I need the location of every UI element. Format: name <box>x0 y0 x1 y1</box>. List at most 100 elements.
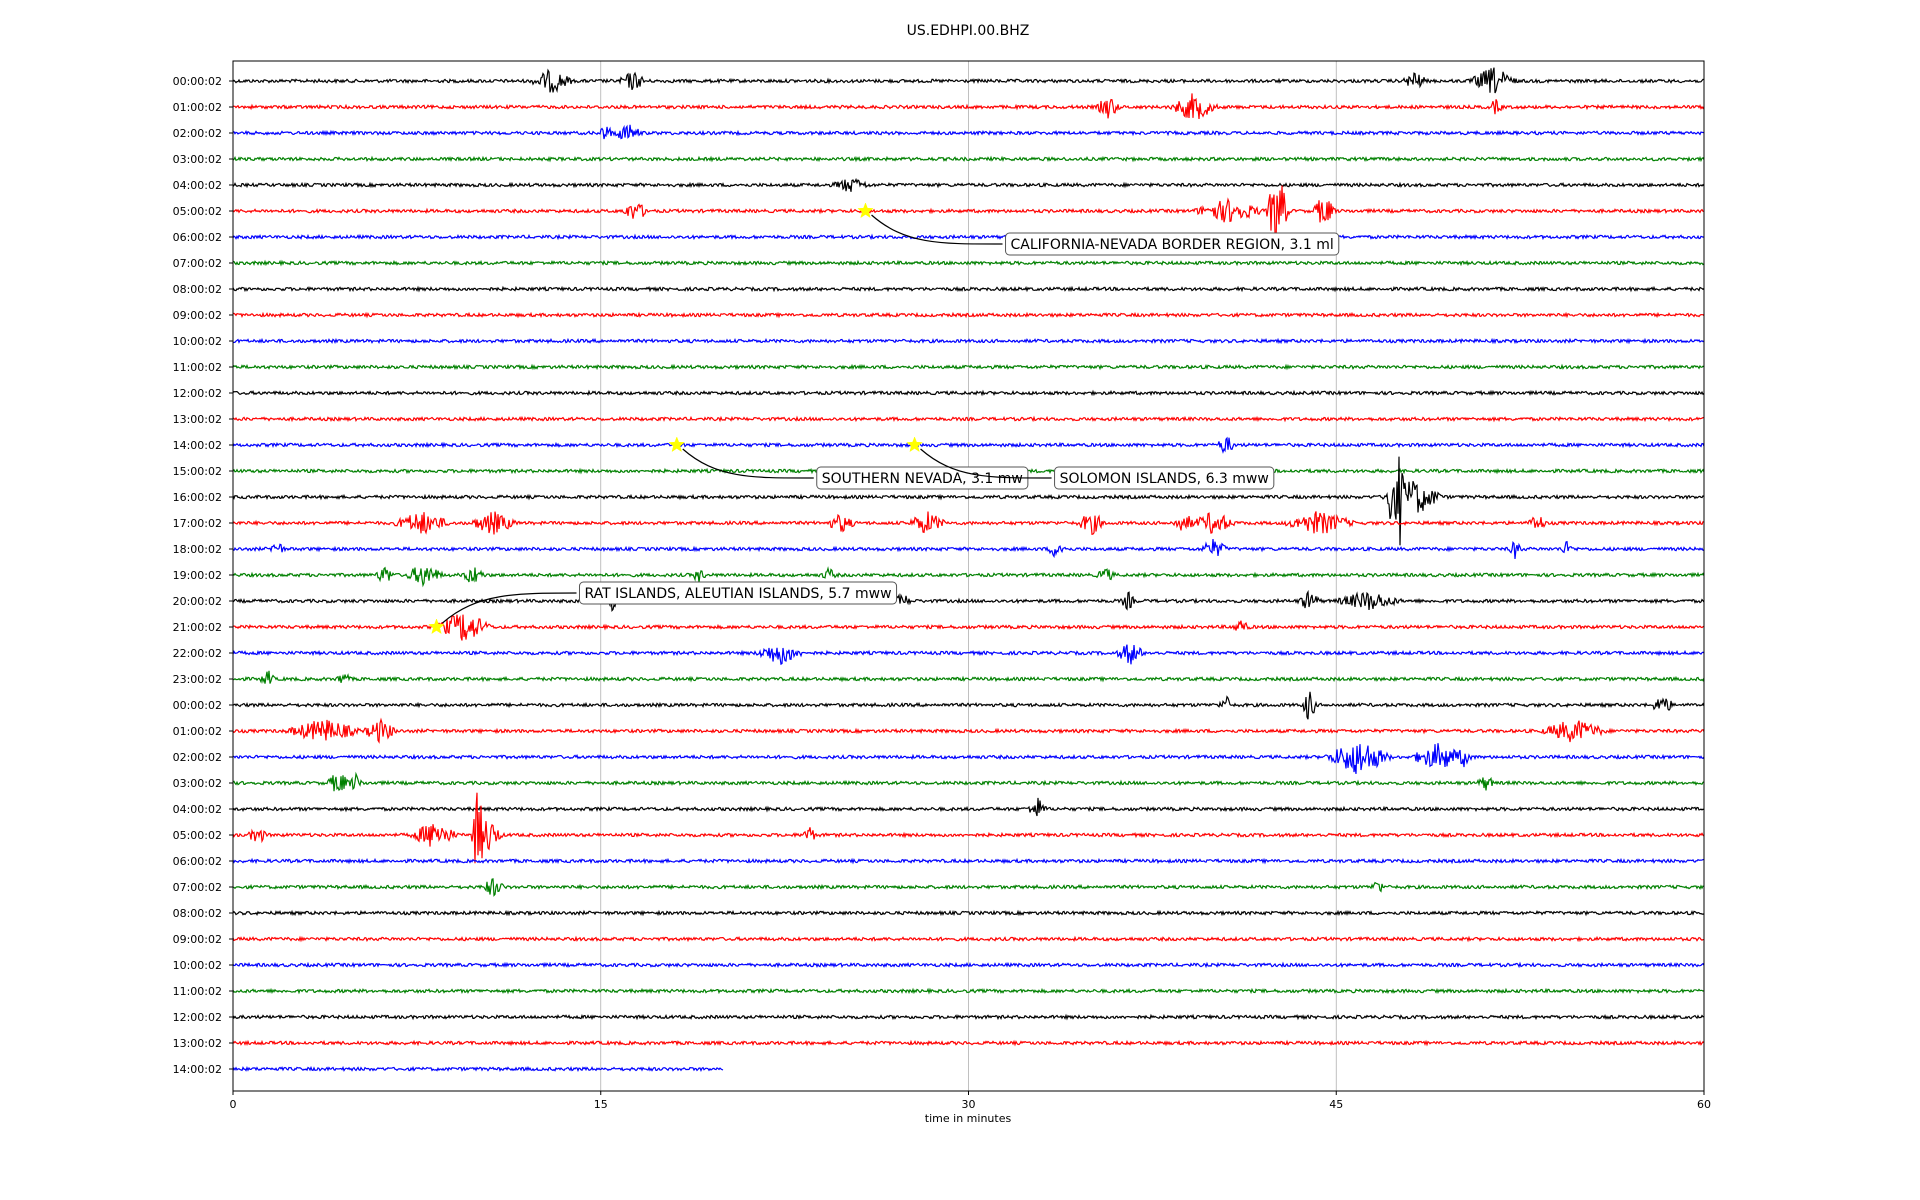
trace-line <box>232 185 1704 244</box>
row-time-label: 06:00:02 <box>173 231 222 244</box>
row-time-label: 14:00:02 <box>173 439 222 452</box>
event-annotation: CALIFORNIA-NEVADA BORDER REGION, 3.1 ml <box>857 202 1340 256</box>
row-time-label: 14:00:02 <box>173 1063 222 1076</box>
row-time-label: 04:00:02 <box>173 803 222 816</box>
row-time-label: 03:00:02 <box>173 777 222 790</box>
trace-line <box>232 771 1705 792</box>
trace-line <box>232 717 1705 744</box>
event-label-box <box>1005 232 1340 256</box>
row-time-label: 01:00:02 <box>173 101 222 114</box>
x-axis-ticks: 0 15 30 45 60 <box>230 1091 1711 1111</box>
x-tick-label: 0 <box>230 1098 237 1111</box>
trace-line <box>232 177 1705 192</box>
row-time-label: 19:00:02 <box>173 569 222 582</box>
row-time-label: 10:00:02 <box>173 959 222 972</box>
event-leader-line <box>682 448 814 479</box>
trace-line <box>232 124 1705 140</box>
trace-line <box>232 285 1705 293</box>
trace-line <box>232 1065 724 1073</box>
trace-line <box>232 670 1705 684</box>
trace-line <box>232 259 1705 267</box>
row-time-label: 01:00:02 <box>173 725 222 738</box>
trace-line <box>232 961 1705 969</box>
x-tick-label: 15 <box>594 1098 608 1111</box>
row-time-label: 08:00:02 <box>173 283 222 296</box>
x-tick-label: 60 <box>1697 1098 1711 1111</box>
trace-line <box>232 566 1705 588</box>
row-time-label: 03:00:02 <box>173 153 222 166</box>
trace-line <box>232 743 1705 774</box>
row-time-label: 05:00:02 <box>173 829 222 842</box>
trace-line <box>232 436 1705 454</box>
row-time-label: 11:00:02 <box>173 361 222 374</box>
row-time-label: 12:00:02 <box>173 1011 222 1024</box>
row-time-label: 20:00:02 <box>173 595 222 608</box>
row-time-label: 23:00:02 <box>173 673 222 686</box>
row-time-label: 22:00:02 <box>173 647 222 660</box>
trace-line <box>232 614 1705 641</box>
trace-line <box>232 389 1705 397</box>
row-time-label: 12:00:02 <box>173 387 222 400</box>
row-time-label: 02:00:02 <box>173 127 222 140</box>
event-star-marker <box>668 436 686 453</box>
event-star-marker <box>906 436 923 453</box>
trace-line <box>232 155 1705 163</box>
trace-line <box>232 311 1705 319</box>
trace-line <box>232 797 1705 817</box>
trace-line <box>232 415 1704 423</box>
trace-line <box>232 644 1705 666</box>
event-star-marker <box>428 618 445 635</box>
trace-line <box>232 233 1705 241</box>
trace-line <box>232 909 1705 917</box>
event-annotation: RAT ISLANDS, ALEUTIAN ISLANDS, 5.7 mww <box>428 581 898 635</box>
row-time-label: 08:00:02 <box>173 907 222 920</box>
trace-line <box>232 1039 1705 1047</box>
row-time-label: 02:00:02 <box>173 751 222 764</box>
row-time-label: 00:00:02 <box>173 75 222 88</box>
trace-line <box>232 987 1705 995</box>
row-time-label: 09:00:02 <box>173 933 222 946</box>
row-time-label: 10:00:02 <box>173 335 222 348</box>
trace-line <box>232 935 1705 943</box>
row-time-label: 07:00:02 <box>173 257 222 270</box>
event-star-marker <box>857 202 874 219</box>
row-time-label: 21:00:02 <box>173 621 222 634</box>
event-annotation: SOUTHERN NEVADA, 3.1 mw <box>668 436 1029 490</box>
x-tick-label: 30 <box>962 1098 976 1111</box>
trace-line <box>232 363 1705 371</box>
row-time-label: 13:00:02 <box>173 413 222 426</box>
trace-line <box>232 511 1705 536</box>
trace-line <box>232 456 1705 546</box>
event-leader-line <box>871 214 1003 245</box>
trace-line <box>232 1013 1705 1021</box>
event-label: CALIFORNIA-NEVADA BORDER REGION, 3.1 ml <box>1011 237 1334 253</box>
row-time-label: 04:00:02 <box>173 179 222 192</box>
trace-line <box>232 337 1705 345</box>
event-label: RAT ISLANDS, ALEUTIAN ISLANDS, 5.7 mww <box>584 586 891 602</box>
event-label-box <box>578 581 898 605</box>
row-time-label: 00:00:02 <box>173 699 222 712</box>
trace-line <box>232 93 1705 120</box>
row-time-label: 07:00:02 <box>173 881 222 894</box>
trace-line <box>232 857 1705 865</box>
event-label: SOUTHERN NEVADA, 3.1 mw <box>822 471 1023 487</box>
row-time-label: 17:00:02 <box>173 517 222 530</box>
row-time-label: 05:00:02 <box>173 205 222 218</box>
row-time-label: 16:00:02 <box>173 491 222 504</box>
event-leader-line <box>920 448 1052 479</box>
row-time-label: 15:00:02 <box>173 465 222 478</box>
trace-line <box>232 67 1705 94</box>
event-annotation: SOLOMON ISLANDS, 6.3 mww <box>906 436 1275 490</box>
row-time-labels: 00:00:02 01:00:02 02:00:02 03:00:02 04:00:02… <box>173 75 233 1076</box>
row-time-label: 11:00:02 <box>173 985 222 998</box>
trace-line <box>232 538 1705 560</box>
trace-line <box>232 691 1705 720</box>
trace-line <box>232 792 1705 864</box>
event-leader-line <box>442 592 577 624</box>
event-annotations: CALIFORNIA-NEVADA BORDER REGION, 3.1 ml S… <box>428 202 1340 635</box>
row-time-label: 18:00:02 <box>173 543 222 556</box>
seismic-traces <box>232 67 1705 1073</box>
row-time-label: 06:00:02 <box>173 855 222 868</box>
trace-line <box>232 878 1705 897</box>
